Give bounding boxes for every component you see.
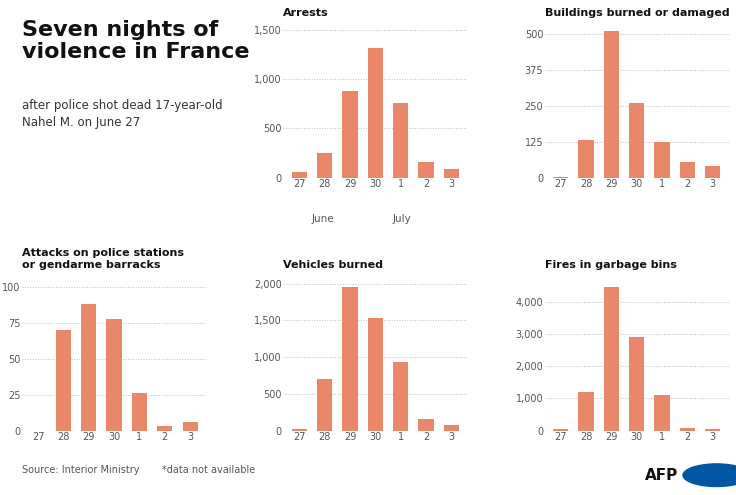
Bar xyxy=(444,425,459,431)
Bar xyxy=(158,426,172,431)
Text: Seven nights of
violence in France: Seven nights of violence in France xyxy=(22,20,250,62)
Bar xyxy=(56,330,71,431)
Text: Arrests: Arrests xyxy=(283,7,329,18)
Bar xyxy=(444,169,459,178)
Bar xyxy=(393,103,408,178)
Bar xyxy=(604,287,619,431)
Bar xyxy=(342,287,358,431)
Bar xyxy=(654,142,670,178)
Bar xyxy=(680,428,695,431)
Bar xyxy=(291,172,307,178)
Text: *data not available: *data not available xyxy=(162,465,255,475)
Text: AFP: AFP xyxy=(645,468,679,483)
Circle shape xyxy=(683,464,736,487)
Bar xyxy=(578,392,593,431)
Bar xyxy=(553,429,568,431)
Text: Source: Interior Ministry: Source: Interior Ministry xyxy=(22,465,140,475)
Bar xyxy=(368,49,383,178)
Bar xyxy=(705,429,721,431)
Bar xyxy=(132,394,147,431)
Bar xyxy=(604,31,619,178)
Bar xyxy=(291,429,307,431)
Text: Attacks on police stations
or gendarme barracks: Attacks on police stations or gendarme b… xyxy=(22,248,184,270)
Bar xyxy=(393,361,408,431)
Bar xyxy=(629,337,644,431)
Bar xyxy=(419,162,434,178)
Bar xyxy=(368,318,383,431)
Bar xyxy=(183,422,198,431)
Bar xyxy=(317,153,332,178)
Bar xyxy=(81,304,96,431)
Bar xyxy=(317,379,332,431)
Bar xyxy=(419,419,434,431)
Text: Buildings burned or damaged: Buildings burned or damaged xyxy=(545,7,729,18)
Bar xyxy=(578,141,593,178)
Text: June: June xyxy=(311,214,334,224)
Bar xyxy=(553,177,568,178)
Text: after police shot dead 17-year-old
Nahel M. on June 27: after police shot dead 17-year-old Nahel… xyxy=(22,99,223,129)
Bar xyxy=(342,92,358,178)
Bar xyxy=(654,395,670,431)
Text: Vehicles burned: Vehicles burned xyxy=(283,260,383,270)
Bar xyxy=(680,162,695,178)
Text: Fires in garbage bins: Fires in garbage bins xyxy=(545,260,676,270)
Text: July: July xyxy=(392,214,411,224)
Bar xyxy=(107,319,121,431)
Bar xyxy=(629,103,644,178)
Bar xyxy=(705,166,721,178)
